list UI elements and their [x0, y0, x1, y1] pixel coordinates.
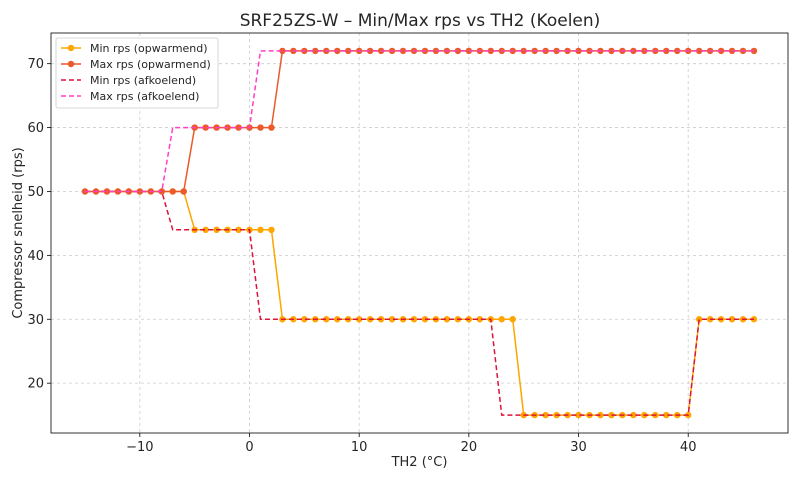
legend-label: Min rps (opwarmend) — [90, 42, 208, 55]
data-point — [542, 411, 549, 419]
data-point — [454, 47, 462, 55]
data-point — [202, 226, 209, 234]
chart-title: SRF25ZS-W – Min/Max rps vs TH2 (Koelen) — [240, 11, 601, 31]
data-point — [257, 124, 264, 131]
x-tick-label: 30 — [570, 440, 587, 455]
series-0 — [81, 188, 758, 419]
data-point — [553, 47, 560, 55]
data-point — [608, 47, 615, 55]
legend: Min rps (opwarmend) Max rps (opwarmend) Mi… — [55, 37, 219, 109]
data-point — [268, 226, 275, 234]
data-point — [663, 47, 670, 55]
data-point — [279, 47, 286, 55]
data-point — [202, 124, 209, 131]
data-point — [663, 411, 670, 419]
legend-label: Min rps (afkoelend) — [90, 74, 196, 87]
axes — [50, 32, 789, 434]
series-line — [85, 190, 754, 416]
y-tick-label: 20 — [27, 377, 44, 392]
legend-label: Max rps (opwarmend) — [90, 58, 211, 71]
data-point — [520, 47, 527, 55]
data-point — [641, 47, 648, 55]
data-point — [169, 188, 176, 195]
y-ticks: 20 30 40 50 60 70 — [27, 57, 51, 392]
x-tick-label: 20 — [461, 440, 478, 455]
legend-box — [55, 37, 219, 109]
data-point — [301, 316, 308, 323]
plot-frame — [50, 32, 789, 434]
data-point — [498, 316, 505, 323]
y-axis-label: Compressor snelheid (rps) — [11, 147, 26, 318]
x-tick-label: 40 — [680, 440, 697, 455]
x-tick-label: 0 — [245, 440, 253, 455]
data-point — [312, 47, 319, 55]
series-2 — [85, 190, 754, 416]
y-tick-label: 50 — [27, 185, 44, 200]
data-point — [345, 47, 352, 55]
series-layer — [81, 47, 758, 419]
data-point — [728, 47, 736, 55]
data-point — [235, 226, 242, 234]
legend-label: Max rps (afkoelend) — [90, 90, 199, 103]
series-1 — [81, 47, 758, 195]
data-point — [487, 47, 494, 55]
data-point — [410, 316, 418, 323]
y-tick-label: 40 — [27, 249, 44, 264]
data-point — [268, 124, 275, 131]
data-point — [597, 411, 604, 419]
data-point — [443, 316, 451, 323]
data-point — [180, 188, 187, 195]
data-point — [750, 47, 758, 55]
data-point — [323, 316, 330, 323]
x-ticks: −10 0 10 20 30 40 — [126, 433, 696, 455]
data-point — [257, 226, 264, 234]
data-point — [103, 188, 111, 195]
series-line — [85, 190, 754, 416]
y-tick-label: 30 — [27, 313, 44, 328]
data-point — [509, 316, 516, 323]
data-point — [695, 316, 703, 323]
data-point — [355, 316, 363, 323]
data-point — [575, 47, 582, 55]
x-tick-label: −10 — [126, 440, 153, 455]
data-point — [399, 47, 407, 55]
legend-marker — [67, 44, 75, 52]
data-point — [432, 47, 440, 55]
y-tick-label: 70 — [27, 57, 44, 72]
data-point — [388, 316, 396, 323]
legend-marker — [67, 60, 75, 68]
data-point — [136, 188, 144, 195]
y-tick-label: 60 — [27, 121, 44, 136]
x-tick-label: 10 — [351, 440, 368, 455]
data-point — [235, 124, 242, 131]
x-axis-label: TH2 (°C) — [391, 455, 448, 470]
data-point — [695, 47, 703, 55]
data-point — [366, 47, 374, 55]
data-point — [728, 316, 736, 323]
data-point — [476, 316, 484, 323]
data-point — [630, 411, 637, 419]
data-point — [575, 411, 582, 419]
